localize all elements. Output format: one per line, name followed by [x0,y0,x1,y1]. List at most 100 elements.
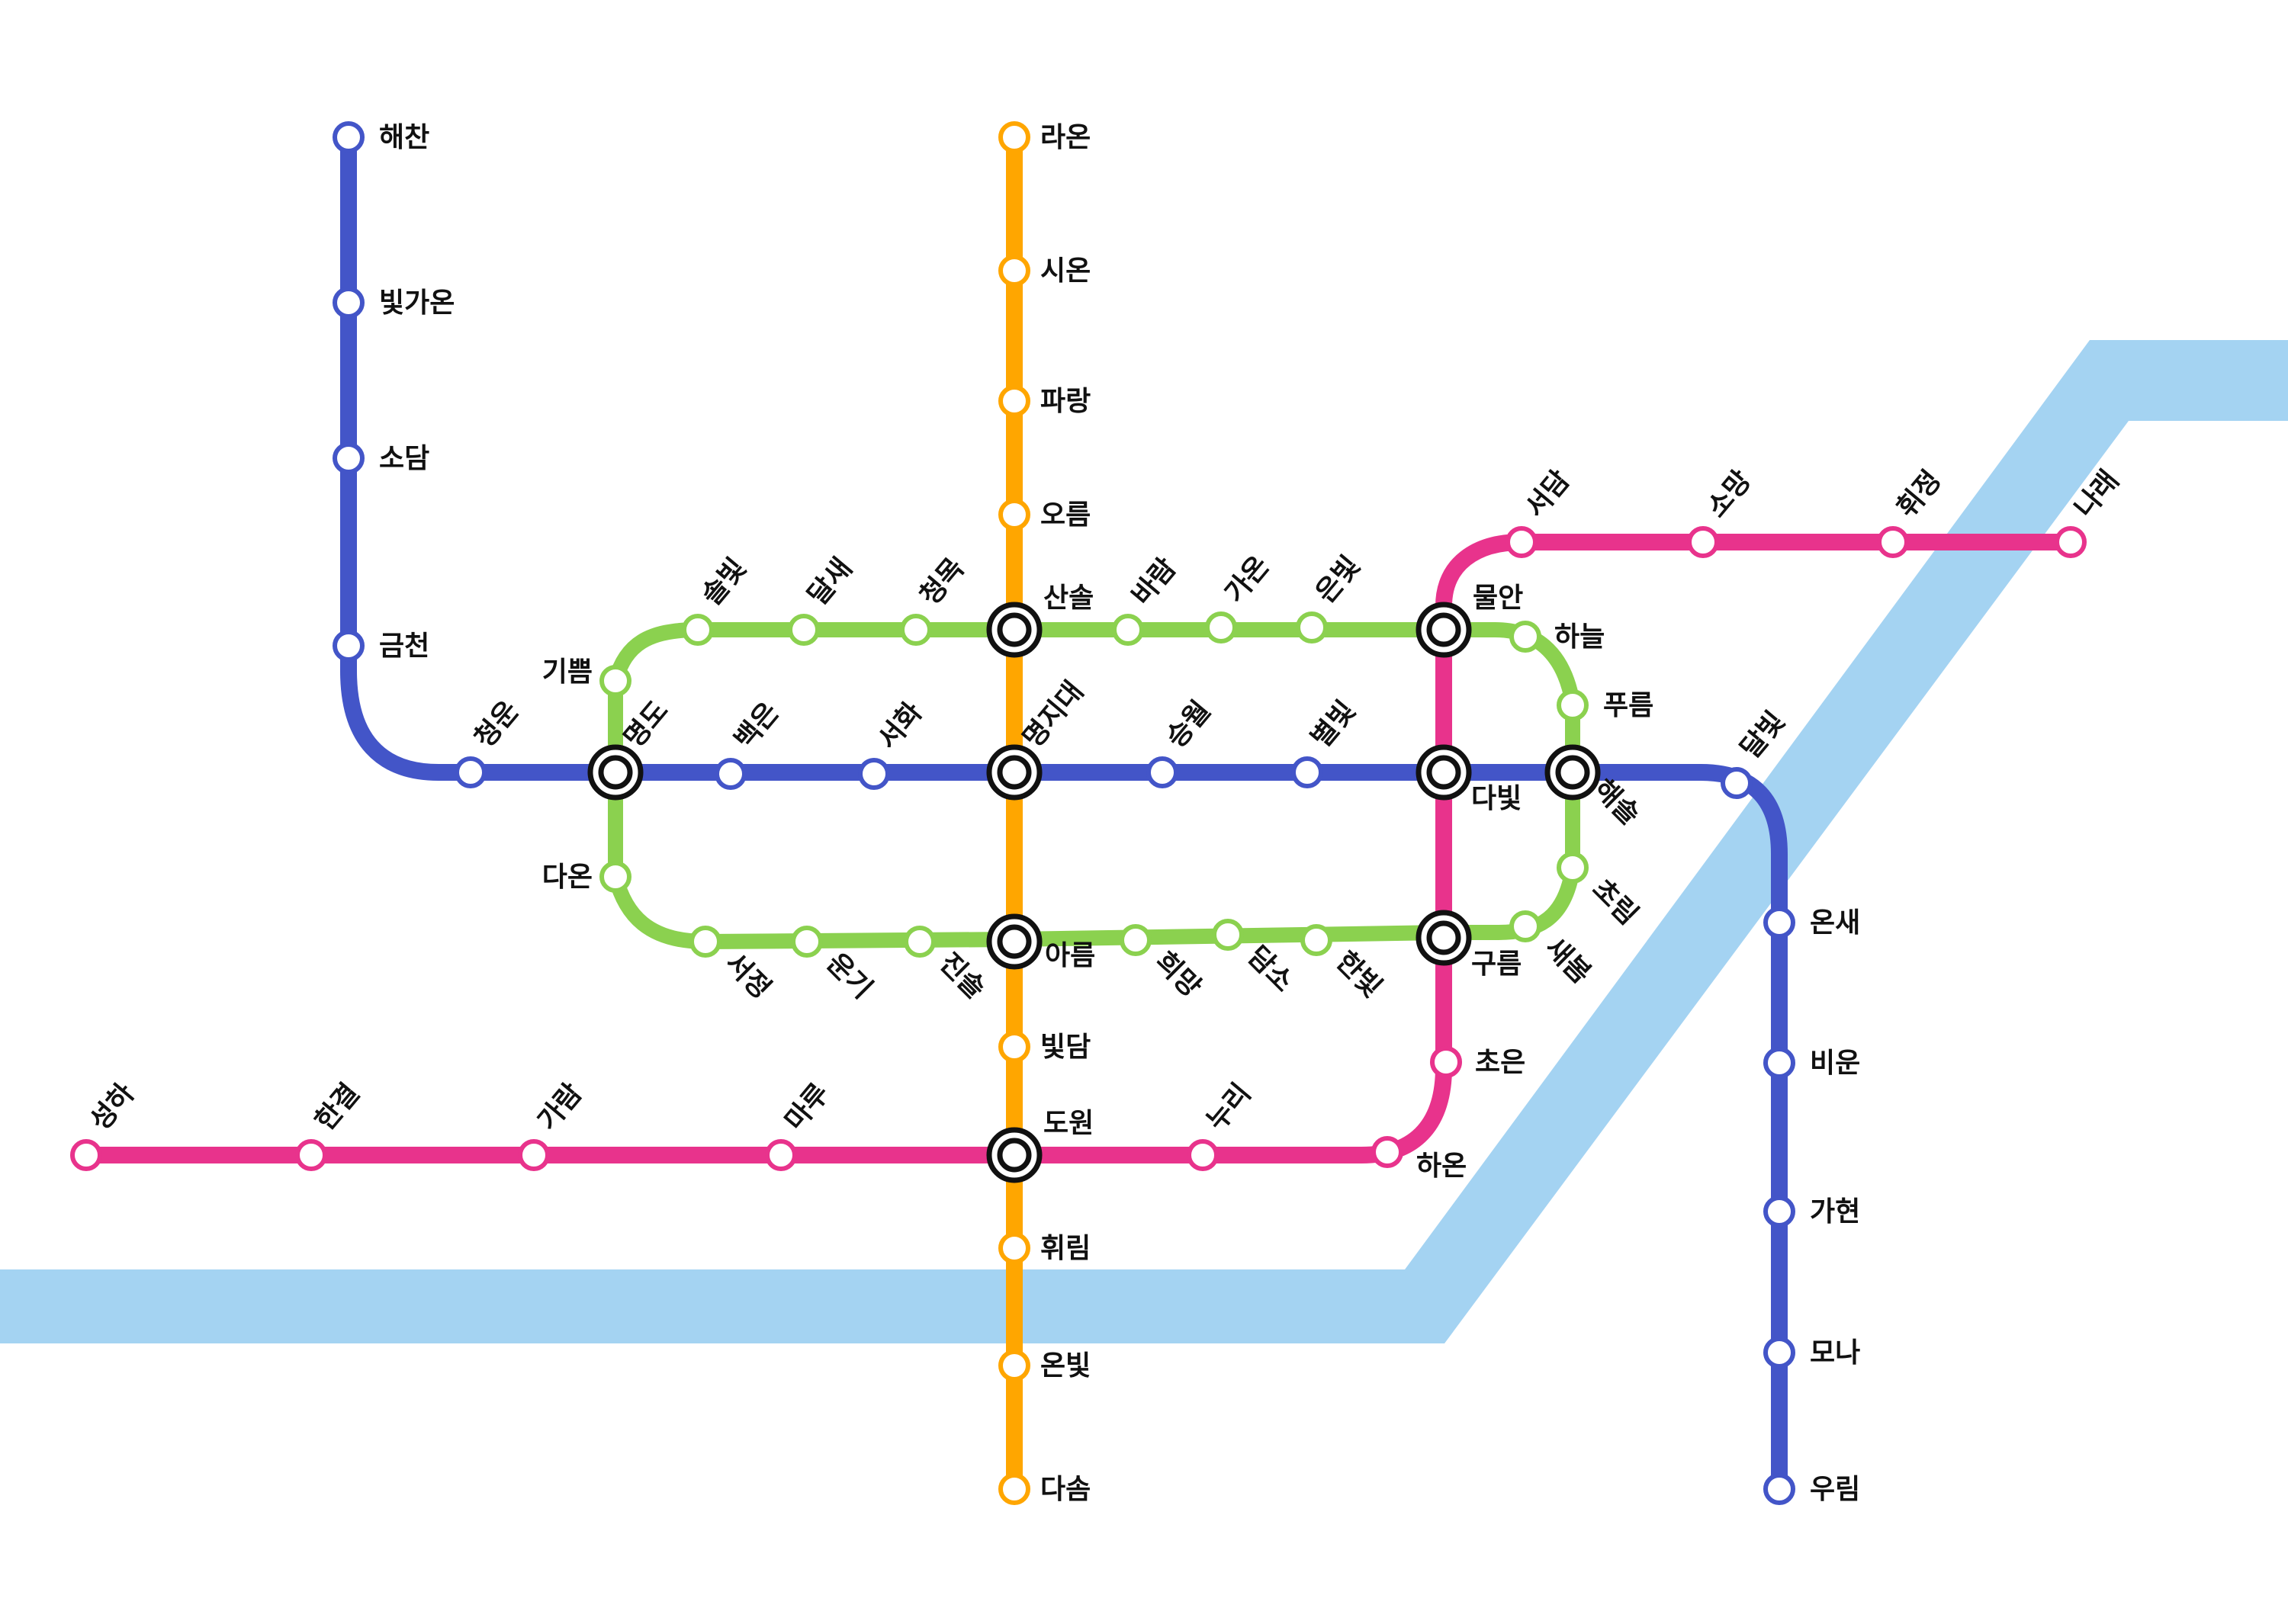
station-label-haechan: 해찬 [379,122,429,153]
station-ungi[interactable] [791,926,823,958]
station-mona[interactable] [1763,1337,1795,1369]
transfer-station-inner-sansol [997,612,1032,647]
station-label-seungwol: 승월 [1160,695,1216,754]
transfer-station-inner-myeongjidae [997,755,1032,790]
station-label-haon: 하온 [1416,1151,1467,1182]
station-byeolbit[interactable] [1291,756,1323,788]
station-sion[interactable] [998,255,1030,287]
transfer-station-inner-myeongdo [598,755,633,790]
station-seodam[interactable] [1506,526,1538,558]
station-label-onbit: 온빛 [1040,1350,1091,1382]
station-cheongun[interactable] [455,756,487,788]
station-label-garam: 가람 [532,1078,588,1137]
station-cheongmok[interactable] [900,614,932,646]
station-label-areum: 아름 [1045,940,1095,971]
station-bieun[interactable] [1763,1047,1795,1079]
station-seojeong[interactable] [689,926,721,958]
station-dasom[interactable] [998,1473,1030,1505]
station-geumcheon[interactable] [333,630,365,662]
station-dalbit[interactable] [1721,767,1753,799]
station-label-sion: 시온 [1040,255,1091,287]
station-parang[interactable] [998,385,1030,417]
station-chorim[interactable] [1557,852,1589,884]
station-label-eunbit: 은빛 [1309,550,1366,609]
station-label-jinsol: 진솔 [934,947,991,1005]
station-label-myeongdo: 명도 [618,695,674,754]
station-label-dasom: 다솜 [1040,1474,1091,1505]
station-label-pureum: 푸름 [1603,690,1653,721]
station-label-bitdam: 빛담 [1040,1032,1091,1063]
station-hwirim[interactable] [998,1232,1030,1264]
station-raon[interactable] [998,121,1030,153]
station-urim[interactable] [1763,1473,1795,1505]
station-onbit[interactable] [998,1350,1030,1382]
station-bitgaon[interactable] [333,287,365,319]
transfer-station-inner-muran [1426,612,1461,647]
station-label-mona: 모나 [1810,1337,1860,1369]
station-label-solbit: 솔빛 [696,553,752,611]
station-label-dalsae: 달새 [802,553,858,611]
station-label-sansol: 산솔 [1043,583,1094,614]
station-label-onsae: 온새 [1810,907,1860,939]
station-somang[interactable] [1687,526,1719,558]
station-haneul[interactable] [1509,621,1541,653]
station-oreum[interactable] [998,499,1030,531]
station-label-urim: 우림 [1810,1474,1860,1505]
station-label-bieun: 비운 [1810,1048,1860,1079]
station-nuri[interactable] [1187,1139,1219,1171]
station-narae[interactable] [2055,526,2087,558]
station-label-seojeong: 서정 [719,947,777,1005]
station-onsae[interactable] [1763,907,1795,939]
station-dalsae[interactable] [788,614,820,646]
station-haon[interactable] [1371,1136,1403,1168]
station-label-seongha: 성하 [84,1078,140,1137]
station-label-cheongmok: 청목 [914,553,970,611]
station-bitdam[interactable] [998,1031,1030,1063]
station-label-sodam: 소담 [379,443,429,474]
station-damso[interactable] [1212,919,1244,951]
station-hangyeol[interactable] [295,1139,327,1171]
station-seohwa[interactable] [858,758,890,790]
river [0,340,2288,1343]
station-baegeun[interactable] [715,758,747,790]
station-seungwol[interactable] [1146,756,1178,788]
station-label-hangyeol: 한결 [309,1078,365,1137]
station-label-baram: 바람 [1126,553,1182,611]
station-saebom[interactable] [1509,910,1541,942]
transfer-station-inner-gureum [1426,920,1461,955]
transfer-station-inner-areum [997,924,1032,959]
station-sodam[interactable] [333,442,365,474]
transfer-station-inner-dowon [997,1138,1032,1173]
station-daon[interactable] [599,861,631,893]
station-gaon[interactable] [1205,611,1237,644]
station-jinsol[interactable] [904,926,936,958]
station-label-choeun: 초은 [1475,1047,1525,1078]
station-pureum[interactable] [1557,689,1589,721]
station-label-bitgaon: 빛가온 [379,287,455,319]
station-label-geumcheon: 금천 [379,631,429,662]
station-label-gippeum: 기쁨 [542,656,593,688]
station-garam[interactable] [518,1139,550,1171]
station-label-myeongjidae: 명지대 [1017,676,1089,753]
station-hwijeong[interactable] [1877,526,1909,558]
station-label-parang: 파랑 [1040,386,1091,417]
station-label-huimang: 희망 [1149,945,1207,1003]
station-choeun[interactable] [1430,1046,1462,1078]
station-label-gahyeon: 가현 [1810,1196,1860,1228]
station-label-damso: 담소 [1242,940,1300,998]
station-label-cheongun: 청운 [468,695,525,754]
station-eunbit[interactable] [1296,611,1328,644]
station-maru[interactable] [765,1139,797,1171]
station-seongha[interactable] [70,1139,102,1171]
station-gahyeon[interactable] [1763,1196,1795,1228]
station-baram[interactable] [1112,614,1144,646]
station-hanbit[interactable] [1300,924,1332,956]
station-label-hwirim: 휘림 [1040,1233,1091,1264]
station-haechan[interactable] [333,121,365,153]
station-gippeum[interactable] [599,665,631,697]
station-solbit[interactable] [682,614,714,646]
station-huimang[interactable] [1120,924,1152,956]
transfer-station-inner-dabit [1426,755,1461,790]
